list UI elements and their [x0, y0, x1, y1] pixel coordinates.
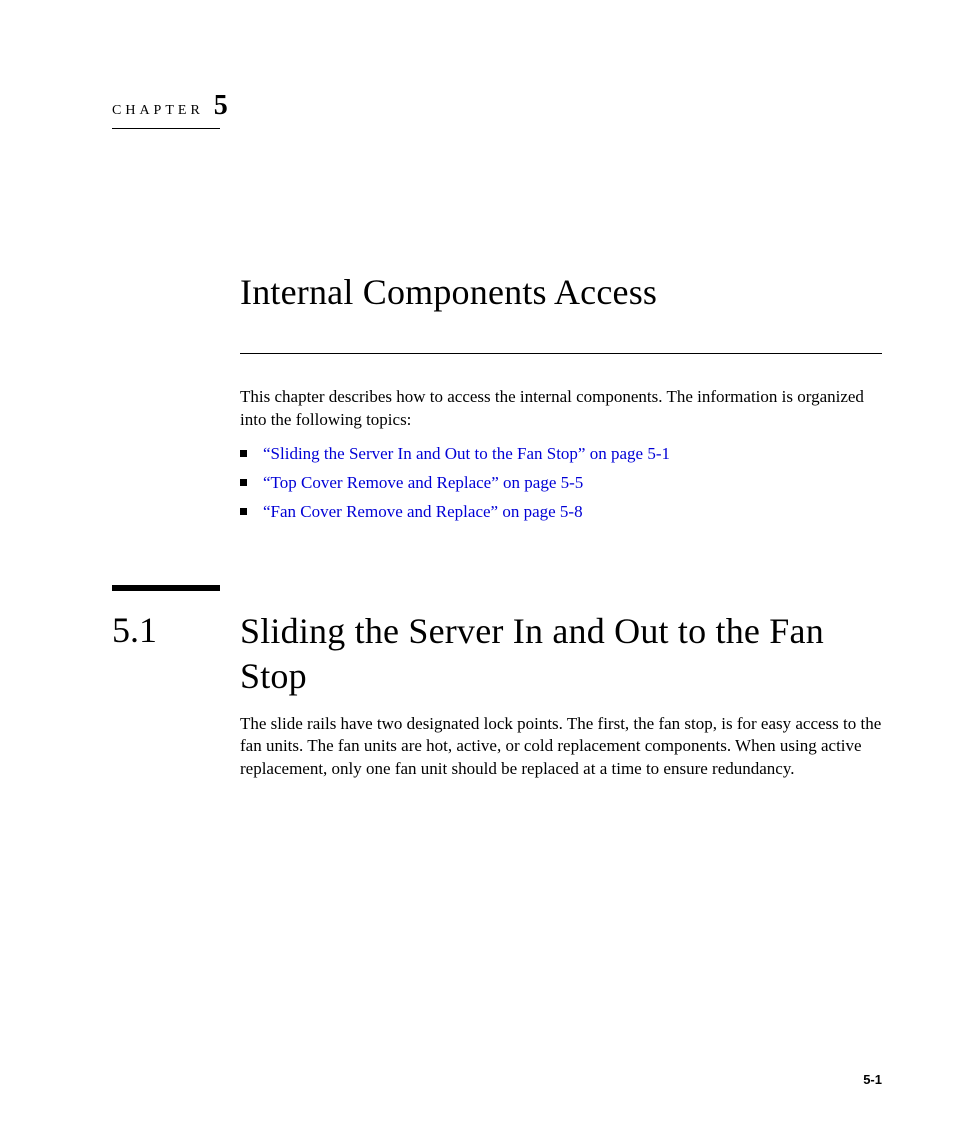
- section-block: 5.1 Sliding the Server In and Out to the…: [112, 585, 882, 782]
- chapter-title: Internal Components Access: [240, 271, 882, 313]
- section-number: 5.1: [112, 609, 240, 651]
- section-heading: 5.1 Sliding the Server In and Out to the…: [112, 609, 882, 699]
- topic-item: “Sliding the Server In and Out to the Fa…: [240, 440, 882, 469]
- topic-link[interactable]: “Sliding the Server In and Out to the Fa…: [263, 440, 670, 469]
- section-rule: [112, 585, 220, 591]
- page-container: CHAPTER 5 Internal Components Access Thi…: [0, 0, 954, 781]
- chapter-label: CHAPTER: [112, 103, 204, 119]
- bullet-icon: [240, 508, 247, 515]
- title-rule: [240, 353, 882, 354]
- topic-link[interactable]: “Fan Cover Remove and Replace” on page 5…: [263, 498, 583, 527]
- page-number: 5-1: [863, 1072, 882, 1087]
- section-title: Sliding the Server In and Out to the Fan…: [240, 609, 882, 699]
- topic-item: “Fan Cover Remove and Replace” on page 5…: [240, 498, 882, 527]
- topic-list: “Sliding the Server In and Out to the Fa…: [240, 440, 882, 527]
- section-body: The slide rails have two designated lock…: [240, 713, 882, 782]
- bullet-icon: [240, 479, 247, 486]
- chapter-number: 5: [214, 90, 228, 122]
- chapter-marker: CHAPTER 5: [112, 90, 882, 122]
- topic-link[interactable]: “Top Cover Remove and Replace” on page 5…: [263, 469, 583, 498]
- bullet-icon: [240, 450, 247, 457]
- intro-paragraph: This chapter describes how to access the…: [240, 386, 882, 432]
- chapter-rule: [112, 128, 220, 129]
- topic-item: “Top Cover Remove and Replace” on page 5…: [240, 469, 882, 498]
